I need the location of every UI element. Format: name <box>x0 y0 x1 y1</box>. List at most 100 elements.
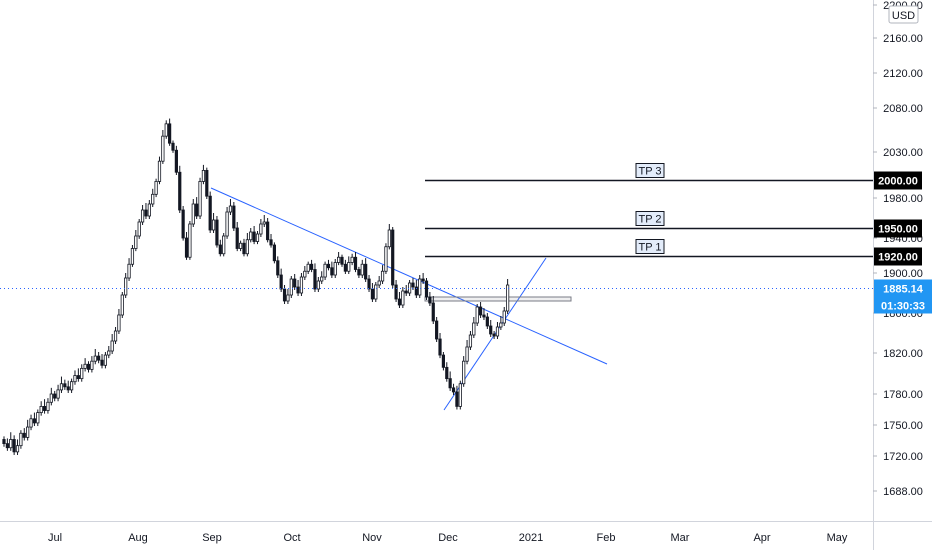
candle-body <box>53 393 57 399</box>
candle-body <box>120 294 124 316</box>
last-price-value: 1885.14 <box>883 284 924 296</box>
candle-body <box>495 326 500 337</box>
y-tick-label: 2080.00 <box>883 103 923 115</box>
candle-body <box>330 267 334 276</box>
y-tick-label: 1900.00 <box>883 268 923 280</box>
candle-body <box>154 181 158 195</box>
candle-body <box>188 223 192 258</box>
candle-body <box>286 294 290 302</box>
tp-name-box <box>635 211 665 226</box>
tp-price-tag <box>874 247 922 266</box>
candle-body <box>117 314 121 332</box>
candle-body <box>309 263 314 270</box>
candle-body <box>326 263 331 269</box>
candle-body <box>370 288 375 300</box>
candle-body <box>2 439 6 445</box>
candle-body <box>397 298 402 306</box>
candle-body <box>26 426 30 438</box>
candle-body <box>428 296 432 304</box>
time-axis[interactable]: Jul Aug Sep Oct Nov Dec 2021 Feb Mar Apr May <box>0 521 932 545</box>
candle-body <box>171 142 175 151</box>
candle-body <box>357 269 361 276</box>
y-tick-label: 2160.00 <box>883 33 923 45</box>
candle-body <box>63 383 67 388</box>
candle-body <box>380 270 385 282</box>
candle-body <box>103 354 107 366</box>
candle-body <box>269 239 273 246</box>
candle-body <box>259 223 263 235</box>
candle-body <box>184 237 189 258</box>
resistance-zone-box[interactable] <box>424 296 572 302</box>
candle-body <box>59 383 64 391</box>
candle-body <box>22 432 26 438</box>
plot-area <box>0 0 873 521</box>
candle-body <box>306 263 310 272</box>
candle-body <box>32 418 37 424</box>
candle-body <box>100 359 104 366</box>
candle-body <box>485 316 489 327</box>
candle-body <box>66 386 70 391</box>
candle-body <box>391 229 395 286</box>
tp-price-label: 1950.00 <box>878 224 918 236</box>
candle-body <box>137 221 141 237</box>
descending-trendline[interactable] <box>210 187 608 365</box>
candle-body <box>462 360 466 385</box>
candle-body <box>411 282 415 288</box>
candle-body <box>208 195 212 231</box>
x-tick-label: Mar <box>671 532 690 544</box>
candle-body <box>384 246 388 272</box>
candle-body <box>124 277 128 296</box>
candle-body <box>93 355 97 362</box>
candle-body <box>482 314 486 318</box>
candle-body <box>107 350 111 356</box>
candle-body <box>347 262 351 272</box>
candle-body <box>110 340 114 352</box>
candle-body <box>140 209 145 223</box>
candle-body <box>181 209 185 239</box>
candle-body <box>320 276 324 282</box>
candle-body <box>289 278 293 296</box>
x-tick-label: Aug <box>128 532 148 544</box>
x-tick-label: 2021 <box>519 532 543 544</box>
candle-body <box>5 443 9 449</box>
candle-body <box>401 290 405 306</box>
candle-body <box>438 338 442 356</box>
candle-body <box>337 256 341 263</box>
candle-body <box>73 375 77 383</box>
candle-body <box>448 378 452 389</box>
candlestick-series <box>2 118 510 455</box>
candle-body <box>76 375 80 380</box>
candle-body <box>113 330 118 342</box>
candle-body <box>451 387 456 393</box>
candle-body <box>83 363 87 369</box>
tp-price-label: 2000.00 <box>878 176 918 188</box>
y-tick-label: 2120.00 <box>883 68 923 80</box>
candle-body <box>15 445 20 453</box>
price-axis[interactable]: 1688.001720.001750.001780.001820.001860.… <box>873 0 932 550</box>
candle-body <box>232 205 236 229</box>
candle-body <box>157 160 162 182</box>
candle-body <box>39 405 43 413</box>
candle-body <box>387 229 391 248</box>
tp-name-box <box>635 163 665 178</box>
candle-body <box>161 135 165 162</box>
candle-body <box>282 288 287 302</box>
tp-name-label: TP 2 <box>638 214 661 226</box>
candle-body <box>431 302 435 322</box>
currency-button[interactable] <box>888 5 919 24</box>
candle-body <box>19 432 23 447</box>
candle-body <box>340 256 344 265</box>
candle-body <box>215 219 219 246</box>
y-tick-label: 1820.00 <box>883 348 923 360</box>
candle-body <box>245 239 249 255</box>
candle-body <box>323 263 327 278</box>
candle-body <box>367 278 371 290</box>
candle-body <box>201 169 206 182</box>
candle-body <box>360 263 364 276</box>
candle-body <box>195 203 199 217</box>
candle-body <box>394 284 398 300</box>
candle-body <box>404 290 408 294</box>
candle-body <box>86 363 91 370</box>
bar-countdown: 01:30:33 <box>881 301 925 313</box>
candle-body <box>9 439 13 449</box>
